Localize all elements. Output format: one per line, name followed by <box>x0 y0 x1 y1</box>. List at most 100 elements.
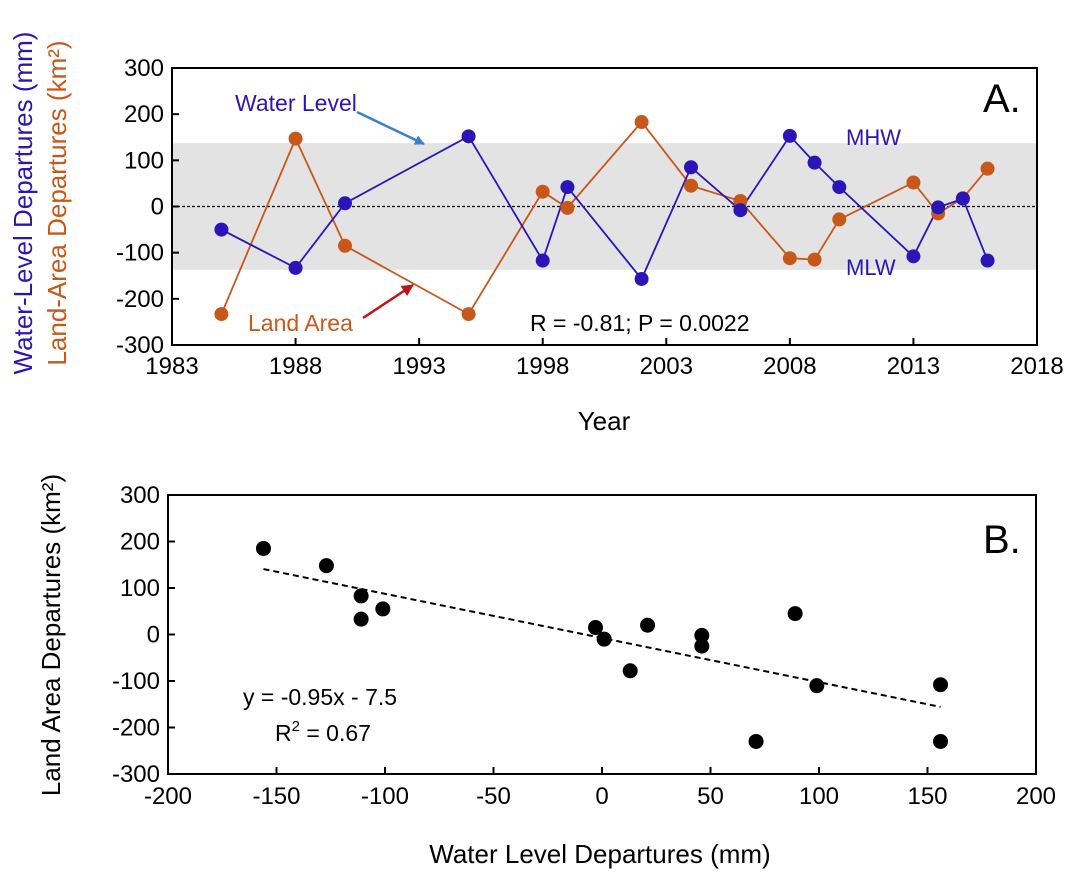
r-squared-symbol: R <box>275 720 292 746</box>
scatter-point <box>694 627 710 643</box>
panel-a-chart: 1983 1988 1993 1998 2003 2008 2013 2018 -300 -200… <box>8 32 1064 436</box>
panel-b-y-tick-label: -200 <box>112 715 160 742</box>
panel-a-y-tick-label: 0 <box>151 194 164 221</box>
water-level-point <box>535 253 550 268</box>
panel-b-y-tick-label: 200 <box>120 529 160 556</box>
water-level-point <box>560 180 575 195</box>
scatter-point <box>933 677 949 693</box>
panel-a-y-axis-title-land: Land-Area Departures (km²) <box>42 40 72 365</box>
scatter-point <box>587 620 603 636</box>
scatter-point <box>318 558 334 574</box>
water-level-pointer-arrow <box>356 110 425 146</box>
panel-a-y-tick-label: -200 <box>116 286 164 313</box>
panel-b-y-tick-label: -300 <box>112 761 160 788</box>
panel-a-y-tick-label: 300 <box>124 55 164 82</box>
panel-a-letter: A. <box>983 77 1021 121</box>
water-level-point <box>906 249 921 264</box>
scatter-point <box>622 663 638 679</box>
panel-a-y-tick-label: 100 <box>124 147 164 174</box>
panel-a-x-tick-label: 1988 <box>269 353 322 380</box>
panel-b-x-axis-title: Water Level Departures (mm) <box>429 839 770 869</box>
water-level-line <box>220 134 989 281</box>
scatter-point <box>353 588 369 604</box>
scatter-point <box>694 638 710 654</box>
land-area-point <box>338 238 352 253</box>
water-level-point <box>782 128 797 143</box>
panel-a-x-tick-label: 1998 <box>516 353 569 380</box>
regression-equation: y = -0.95x - 7.5 <box>243 684 397 710</box>
land-area-point <box>535 184 550 199</box>
water-level-point <box>931 200 946 215</box>
panel-a-x-tick-label: 2018 <box>1010 353 1063 380</box>
scatter-point <box>933 733 949 749</box>
land-area-point <box>634 115 649 130</box>
land-area-point <box>980 161 995 176</box>
panel-a-x-tick-label: 1983 <box>145 353 198 380</box>
panel-b-x-tick-label: 50 <box>697 783 724 810</box>
land-area-point <box>214 307 229 322</box>
water-level-point <box>733 203 748 218</box>
panel-b-x-tick-label: -50 <box>476 783 511 810</box>
land-area-point <box>807 252 822 267</box>
correlation-stats: R = -0.81; P = 0.0022 <box>530 310 750 336</box>
land-area-point <box>684 178 698 193</box>
panel-b-y-axis-title: Land Area Departures (km²) <box>36 474 66 796</box>
panel-b-x-tick-label: 0 <box>595 783 608 810</box>
panel-a-x-axis-title: Year <box>578 406 631 436</box>
panel-b-x-tick-label: 100 <box>799 783 839 810</box>
panel-b-chart: -200 -150 -100 -50 0 50 100 150 200-300-200-1000… <box>36 474 1056 869</box>
scatter-point <box>809 678 825 694</box>
panel-b-y-tick-label: 300 <box>120 482 160 509</box>
scatter-point <box>255 540 271 556</box>
land-area-series-label: Land Area <box>248 310 353 336</box>
water-level-point <box>807 155 822 170</box>
land-area-point <box>906 175 921 190</box>
panel-b-y-tick-label: 0 <box>147 622 160 649</box>
panel-b-x-tick-label: 200 <box>1016 783 1056 810</box>
r-squared-number: = 0.67 <box>300 720 371 746</box>
scatter-point <box>640 617 656 633</box>
panel-a-x-tick-label: 2003 <box>640 353 693 380</box>
water-level-point <box>288 260 303 275</box>
panel-b-letter: B. <box>983 518 1021 562</box>
water-level-point <box>461 129 476 144</box>
panel-a-y-tick-label: 200 <box>124 101 164 128</box>
water-level-series-label: Water Level <box>235 90 357 116</box>
water-level-point <box>955 191 970 206</box>
mlw-label: MLW <box>846 255 896 280</box>
r-squared-superscript: 2 <box>292 718 300 735</box>
land-area-line <box>220 120 989 316</box>
land-area-point <box>832 212 847 227</box>
land-area-point <box>560 200 575 215</box>
panel-b-x-tick-label: -200 <box>144 783 192 810</box>
panel-b-y-tick-label: 100 <box>120 575 160 602</box>
land-area-point <box>782 251 797 266</box>
mhw-label: MHW <box>846 125 901 150</box>
scatter-point <box>353 611 369 627</box>
water-level-point <box>684 160 698 175</box>
scatter-point <box>596 631 612 647</box>
panel-b-x-tick-label: -100 <box>361 783 409 810</box>
panel-a-y-tick-label: -100 <box>116 240 164 267</box>
panel-b-y-tick-label: -100 <box>112 668 160 695</box>
land-area-point <box>288 131 303 146</box>
water-level-point <box>634 271 649 286</box>
panel-a-x-tick-label: 1993 <box>392 353 445 380</box>
panel-b-x-tick-label: -150 <box>252 783 300 810</box>
panel-b-x-tick-label: 150 <box>907 783 947 810</box>
scatter-point <box>787 606 803 622</box>
r-squared-value: R2 = 0.67 <box>275 718 371 746</box>
panel-a-y-axis-title-water: Water-Level Departures (mm) <box>8 32 38 375</box>
panel-a-x-tick-label: 2008 <box>763 353 816 380</box>
land-area-pointer-arrow <box>362 283 414 320</box>
panel-a-y-tick-label: -300 <box>116 332 164 359</box>
water-level-point <box>338 196 352 211</box>
scatter-point <box>375 601 391 617</box>
scatter-point <box>748 733 764 749</box>
land-area-point <box>461 307 476 322</box>
water-level-point <box>214 222 229 237</box>
water-level-point <box>980 253 995 268</box>
panel-a-x-tick-label: 2013 <box>887 353 940 380</box>
water-level-point <box>832 180 847 195</box>
